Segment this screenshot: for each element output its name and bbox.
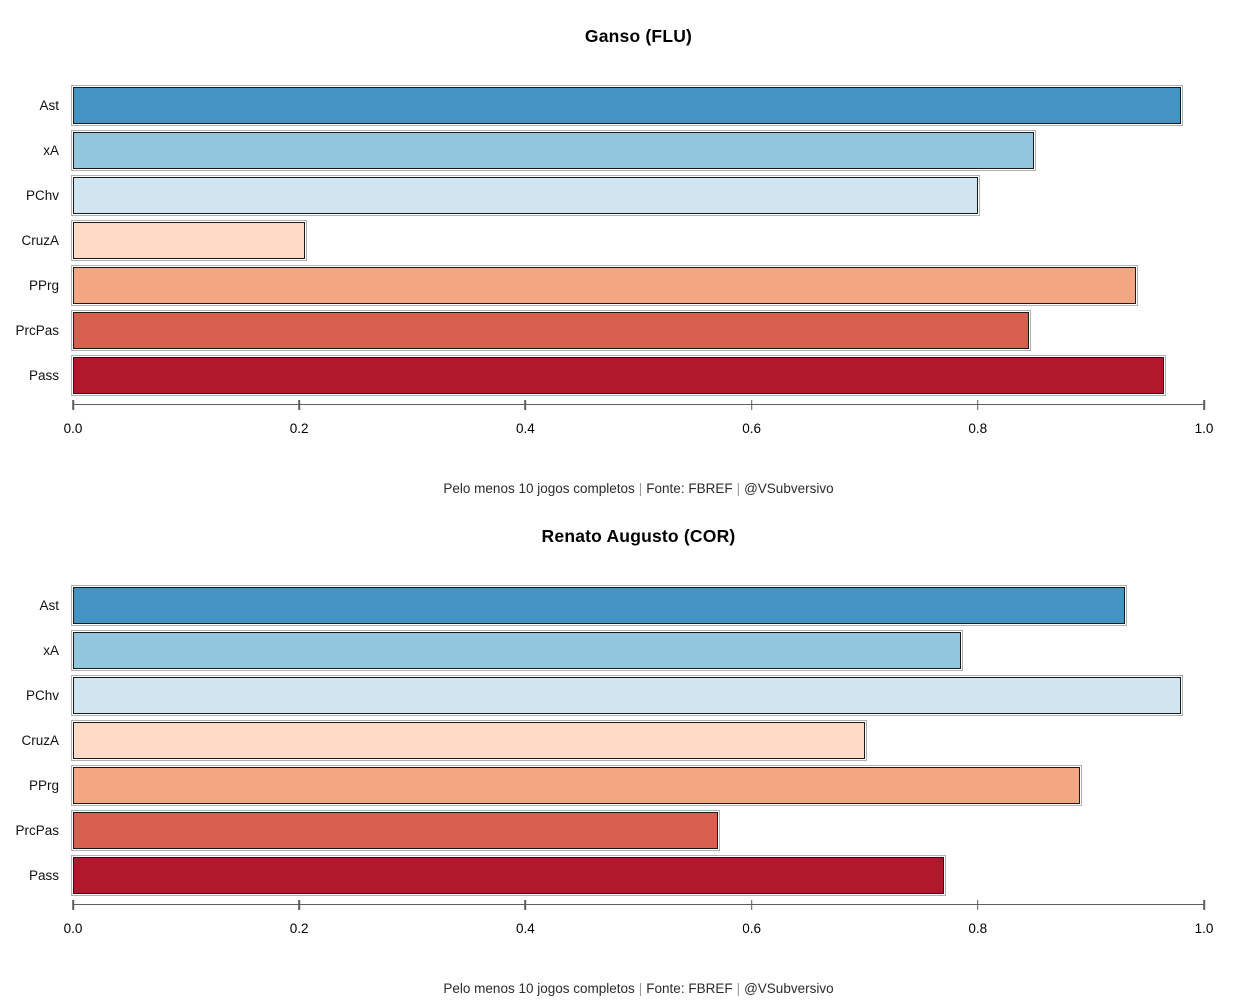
axis-tick xyxy=(298,399,300,410)
axis-tick xyxy=(750,399,753,410)
plot-area: Ast xA PChv CruzA PPrg PrcPas Pass xyxy=(15,83,1204,398)
bar-row: PPrg xyxy=(29,263,1204,308)
bar-row: CruzA xyxy=(21,218,1204,263)
axis-tick xyxy=(524,899,527,910)
category-label-prcpas: PrcPas xyxy=(15,323,59,338)
caption-separator: | xyxy=(638,481,643,496)
bar-row: PrcPas xyxy=(15,808,1204,853)
bar-chart-ganso: Ganso (FLU) Ast xA PChv CruzA PPrg PrcPas Pass… xyxy=(15,26,1214,496)
category-label-ast: Ast xyxy=(39,598,59,613)
category-label-xa: xA xyxy=(43,143,59,158)
category-label-pass: Pass xyxy=(28,368,59,383)
category-label-xa: xA xyxy=(43,643,59,658)
bar-pass xyxy=(71,855,946,896)
bar-row: PChv xyxy=(26,673,1204,718)
bar-prcpas xyxy=(71,810,720,851)
bar-row: xA xyxy=(43,628,1204,673)
axis-tick-label: 0.8 xyxy=(968,921,988,936)
category-label-cruza: CruzA xyxy=(21,733,59,748)
bar-cruza xyxy=(71,720,867,761)
caption-separator: | xyxy=(736,481,741,496)
caption-separator: | xyxy=(638,981,643,996)
bar-ast xyxy=(70,85,1184,126)
x-axis-tick-labels: 0.0 0.2 0.4 0.6 0.8 1.0 xyxy=(64,921,1214,937)
bar-pchv xyxy=(70,675,1184,716)
plot-area: Ast xA PChv CruzA PPrg PrcPas Pass xyxy=(15,583,1204,898)
bar-ast xyxy=(71,585,1127,626)
caption: Pelo menos 10 jogos completos | Fonte: FBR… xyxy=(73,481,1204,496)
caption-separator: | xyxy=(736,981,741,996)
axis-tick-label: 0.4 xyxy=(516,421,535,436)
axis-tick xyxy=(1203,899,1205,910)
axis-tick-label: 0.4 xyxy=(516,921,535,936)
caption-text: Fonte: FBREF xyxy=(646,481,733,496)
axis-tick-label: 0.6 xyxy=(742,421,761,436)
bar-chart-renato-augusto: Renato Augusto (COR) Ast xA PChv CruzA PPrg P… xyxy=(0,500,1242,1000)
bar-row: xA xyxy=(43,128,1204,173)
x-axis-tick-labels: 0.0 0.2 0.4 0.6 0.8 1.0 xyxy=(64,421,1214,437)
bar-cruza xyxy=(71,220,307,261)
chart-title: Ganso (FLU) xyxy=(584,26,693,46)
category-label-ast: Ast xyxy=(39,98,59,113)
bar-prcpas xyxy=(71,310,1031,351)
bar-row: PrcPas xyxy=(15,308,1204,353)
axis-tick xyxy=(750,899,753,910)
bar-row: CruzA xyxy=(21,718,1204,763)
bar-pchv xyxy=(71,175,980,216)
caption-text: @VSubversivo xyxy=(744,981,834,996)
category-label-pprg: PPrg xyxy=(28,778,59,793)
caption-text: Fonte: FBREF xyxy=(646,981,733,996)
axis-tick xyxy=(977,899,979,910)
axis-tick xyxy=(72,399,74,410)
bar-row: PChv xyxy=(26,173,1204,218)
axis-tick-label: 0.6 xyxy=(742,921,761,936)
caption-text: @VSubversivo xyxy=(744,481,834,496)
axis-tick-label: 0.0 xyxy=(63,921,83,936)
axis-tick xyxy=(72,899,74,910)
caption: Pelo menos 10 jogos completos | Fonte: FBR… xyxy=(73,981,1204,996)
bar-xa xyxy=(71,630,963,671)
caption-text: Pelo menos 10 jogos completos xyxy=(443,981,635,996)
x-axis xyxy=(72,899,1205,910)
axis-tick-label: 1.0 xyxy=(1194,421,1214,436)
axis-tick-label: 0.8 xyxy=(968,421,988,436)
axis-tick-label: 1.0 xyxy=(1194,921,1214,936)
bar-pass xyxy=(70,355,1167,396)
axis-tick xyxy=(977,399,979,410)
category-label-cruza: CruzA xyxy=(21,233,59,248)
chart-title: Renato Augusto (COR) xyxy=(541,526,736,546)
bar-row: Ast xyxy=(39,83,1204,128)
bar-row: PPrg xyxy=(29,763,1204,808)
bar-row: Pass xyxy=(29,353,1204,398)
caption-text: Pelo menos 10 jogos completos xyxy=(443,481,635,496)
axis-tick xyxy=(298,899,300,910)
bar-xa xyxy=(70,130,1037,171)
axis-tick xyxy=(1203,399,1205,410)
category-label-pass: Pass xyxy=(28,868,59,883)
bar-pprg xyxy=(70,265,1139,306)
category-label-prcpas: PrcPas xyxy=(15,823,59,838)
axis-tick xyxy=(524,399,527,410)
category-label-pchv: PChv xyxy=(25,688,59,703)
bar-pprg xyxy=(71,765,1082,806)
category-label-pprg: PPrg xyxy=(28,278,59,293)
bar-row: Pass xyxy=(29,853,1204,898)
axis-tick-label: 0.2 xyxy=(289,421,309,436)
x-axis xyxy=(72,399,1205,410)
axis-tick-label: 0.2 xyxy=(289,921,309,936)
category-label-pchv: PChv xyxy=(25,188,59,203)
axis-tick-label: 0.0 xyxy=(63,421,83,436)
bar-row: Ast xyxy=(39,583,1204,628)
